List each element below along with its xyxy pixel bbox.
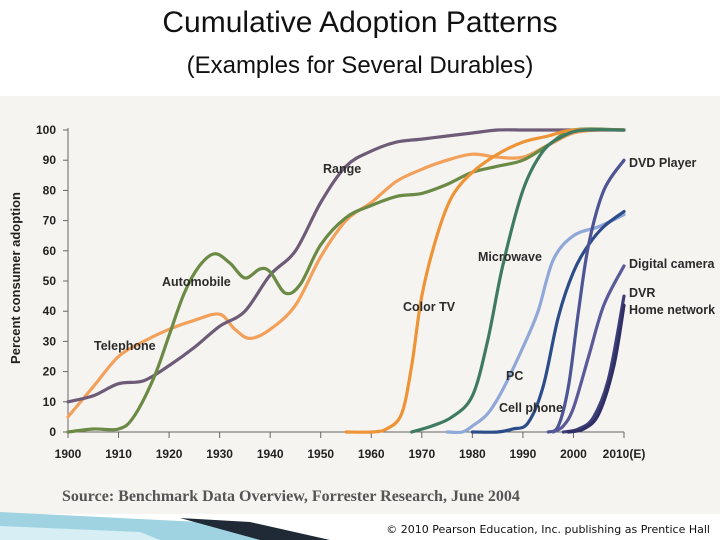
x-tick-label: 1930 (206, 447, 233, 461)
series-label-color-tv: Color TV (403, 300, 456, 314)
series-label-dvr: DVR (629, 286, 655, 300)
series-line-telephone (66, 128, 626, 419)
copyright-notice: © 2010 Pearson Education, Inc. publishin… (386, 523, 710, 536)
series-labels: Telephone Range Automobile Color TV Microwav… (94, 156, 716, 415)
series-label-dvd-player: DVD Player (629, 156, 697, 170)
series-line-digital-camera (551, 264, 626, 434)
x-tick-label: 1960 (358, 447, 385, 461)
y-axis-label: Percent consumer adoption (8, 192, 23, 364)
y-tick-label: 40 (43, 304, 57, 318)
slide-subtitle: (Examples for Several Durables) (186, 52, 534, 79)
series-lines (66, 127, 626, 435)
series-label-automobile: Automobile (162, 275, 231, 289)
source-note: Source: Benchmark Data Overview, Forrest… (62, 488, 520, 505)
y-tick-label: 0 (49, 425, 56, 439)
y-tick-label: 10 (43, 395, 57, 409)
x-tick-label: 1950 (307, 447, 334, 461)
x-tick-label: 1900 (55, 447, 82, 461)
series-line-dvd-player (546, 158, 626, 434)
series-label-home-network: Home network (629, 303, 715, 317)
series-label-telephone: Telephone (94, 339, 156, 353)
series-line-automobile (66, 127, 626, 434)
y-tick-label: 30 (43, 334, 57, 348)
y-tick-label: 70 (43, 214, 57, 228)
x-tick-label: 1980 (459, 447, 486, 461)
x-tick-label: 1990 (510, 447, 537, 461)
x-tick-label: 1940 (257, 447, 284, 461)
series-label-cell-phone: Cell phone (499, 401, 563, 415)
x-tick-label: 1970 (408, 447, 435, 461)
y-tick-label: 100 (36, 123, 56, 137)
series-line-pc (445, 213, 626, 435)
y-tick-label: 60 (43, 244, 57, 258)
series-label-digital-camera: Digital camera (629, 257, 716, 271)
series-label-range: Range (323, 162, 361, 176)
series-line-cell-phone (470, 209, 626, 434)
series-line-home-network (566, 303, 626, 434)
series-line-microwave (410, 127, 626, 434)
y-tick-label: 20 (43, 365, 57, 379)
x-tick-label: 2000 (560, 447, 587, 461)
series-label-pc: PC (506, 369, 523, 383)
series-line-color-tv (344, 127, 626, 434)
y-tick-label: 90 (43, 153, 57, 167)
footer-band (0, 512, 330, 540)
series-label-microwave: Microwave (478, 250, 542, 264)
x-tick-label: 1910 (105, 447, 132, 461)
y-tick-label: 50 (43, 274, 57, 288)
slide-title: Cumulative Adoption Patterns (162, 6, 558, 39)
y-tick-label: 80 (43, 183, 57, 197)
chart-panel: 0 10 20 30 40 50 60 70 80 90 100 1900 1910 1920 1930 19… (0, 96, 720, 514)
axes: 0 10 20 30 40 50 60 70 80 90 100 1900 1910 1920 1930 19… (36, 123, 645, 461)
x-tick-label: 2010(E) (603, 447, 646, 461)
adoption-chart: 0 10 20 30 40 50 60 70 80 90 100 1900 1910 1920 1930 19… (8, 123, 716, 505)
x-tick-label: 1920 (156, 447, 183, 461)
